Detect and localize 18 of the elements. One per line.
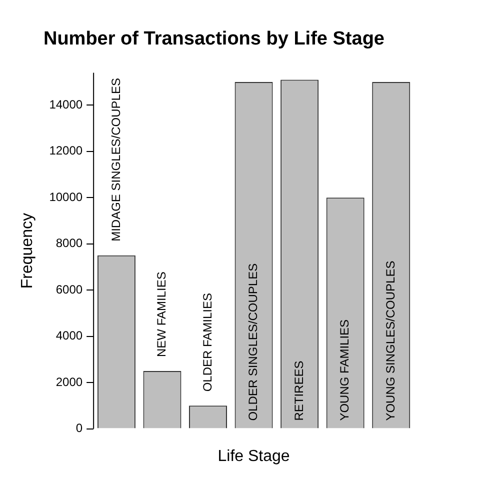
x-tick-label: NEW FAMILIES xyxy=(154,272,169,358)
x-tick-label: RETIREES xyxy=(292,360,306,421)
x-tick-label: YOUNG SINGLES/COUPLES xyxy=(383,260,398,421)
x-tick-label: MIDAGE SINGLES/COUPLES xyxy=(108,78,123,242)
x-tick-label: OLDER SINGLES/COUPLES xyxy=(246,263,260,421)
y-tick-label: 12000 xyxy=(49,144,83,158)
chart-title: Number of Transactions by Life Stage xyxy=(43,28,385,50)
y-tick-label: 8000 xyxy=(56,236,83,250)
x-tick-label: OLDER FAMILIES xyxy=(200,292,214,392)
y-tick-label: 14000 xyxy=(49,97,83,112)
y-tick-label: 2000 xyxy=(56,374,83,389)
y-tick-label: 4000 xyxy=(56,328,83,343)
x-tick-label: YOUNG FAMILIES xyxy=(338,319,352,421)
y-tick-label: 6000 xyxy=(56,282,83,296)
x-axis-title: Life Stage xyxy=(218,448,290,465)
y-tick-label: 0 xyxy=(76,421,83,436)
y-axis-title: Frequency xyxy=(19,213,36,289)
y-tick-label: 10000 xyxy=(49,190,83,204)
